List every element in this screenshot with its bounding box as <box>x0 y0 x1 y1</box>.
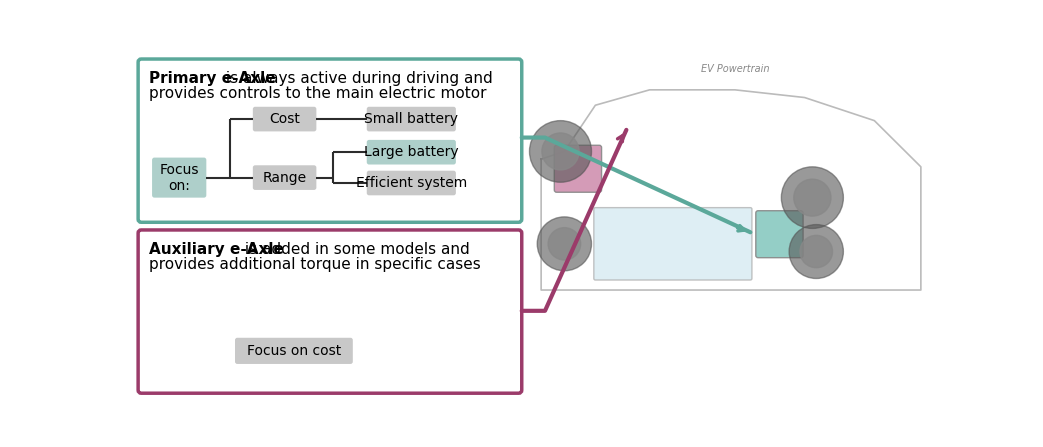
Text: Primary e-Axle: Primary e-Axle <box>149 71 275 85</box>
Circle shape <box>800 236 832 268</box>
FancyBboxPatch shape <box>756 211 803 257</box>
Text: Focus
on:: Focus on: <box>160 163 199 193</box>
FancyBboxPatch shape <box>367 107 456 131</box>
Text: is added in some models and: is added in some models and <box>240 241 469 257</box>
Text: Range: Range <box>263 171 307 185</box>
FancyBboxPatch shape <box>138 59 522 222</box>
Text: provides controls to the main electric motor: provides controls to the main electric m… <box>149 86 486 101</box>
Text: EV Powertrain: EV Powertrain <box>701 64 769 75</box>
FancyBboxPatch shape <box>252 107 316 131</box>
FancyBboxPatch shape <box>593 208 752 280</box>
FancyBboxPatch shape <box>152 158 207 198</box>
Circle shape <box>537 217 591 271</box>
Text: Cost: Cost <box>269 112 300 126</box>
Circle shape <box>549 228 581 260</box>
Circle shape <box>790 224 844 278</box>
FancyBboxPatch shape <box>235 338 353 364</box>
FancyBboxPatch shape <box>554 145 602 192</box>
FancyBboxPatch shape <box>138 230 522 393</box>
Text: Large battery: Large battery <box>364 145 459 159</box>
Circle shape <box>542 133 579 170</box>
Text: Efficient system: Efficient system <box>356 176 467 190</box>
Text: Small battery: Small battery <box>364 112 458 126</box>
Bar <box>526 54 939 398</box>
Circle shape <box>794 179 831 216</box>
Text: Focus on cost: Focus on cost <box>247 344 341 358</box>
Text: Auxiliary e-Axle: Auxiliary e-Axle <box>149 241 284 257</box>
Text: is always active during driving and: is always active during driving and <box>221 71 492 85</box>
Circle shape <box>530 121 591 182</box>
FancyBboxPatch shape <box>367 140 456 164</box>
Circle shape <box>781 167 844 228</box>
Text: provides additional torque in specific cases: provides additional torque in specific c… <box>149 257 481 272</box>
FancyBboxPatch shape <box>252 165 316 190</box>
FancyBboxPatch shape <box>367 171 456 195</box>
